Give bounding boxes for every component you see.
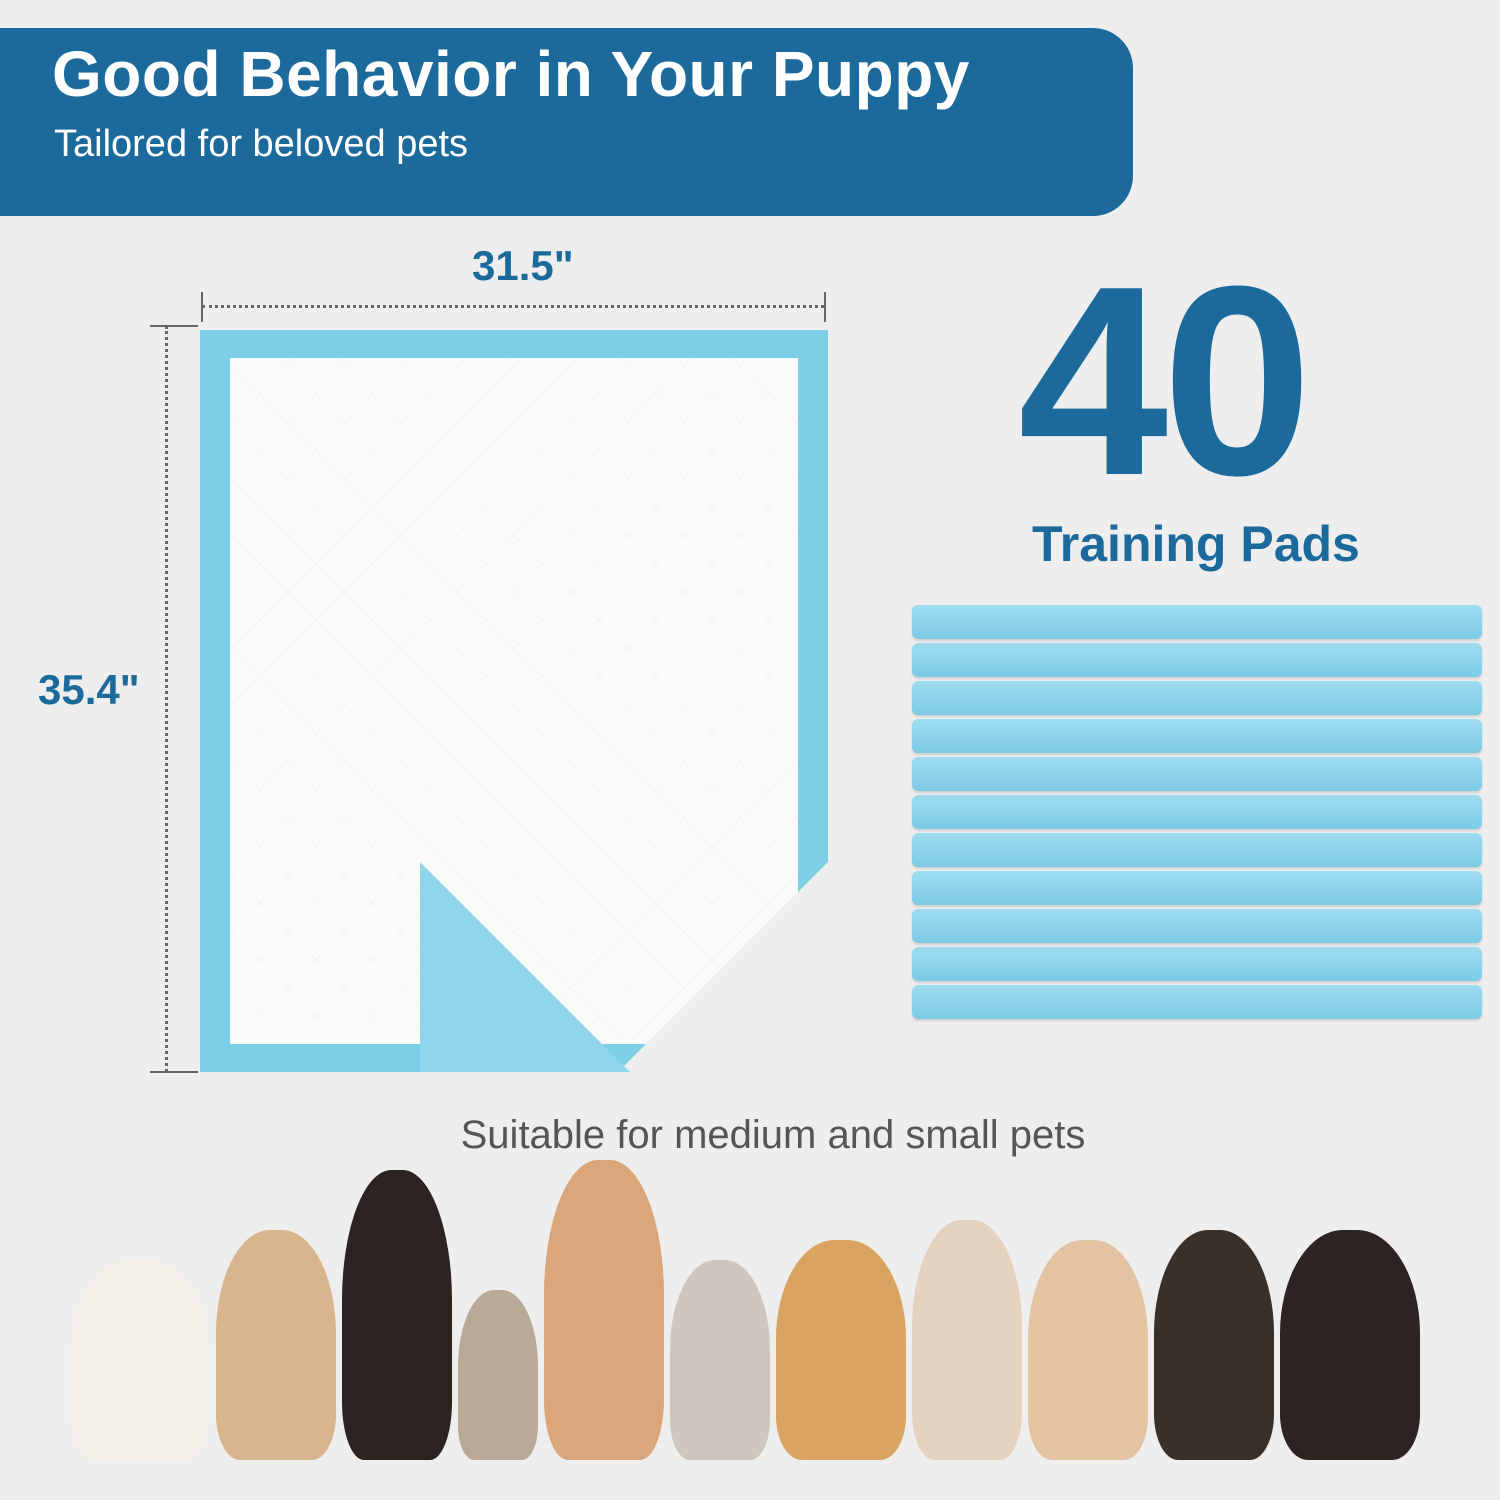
height-dimension-line [165, 326, 168, 1072]
training-pad-image [200, 330, 828, 1072]
pet-dog [342, 1170, 452, 1460]
pad-count-label: Training Pads [1032, 516, 1360, 572]
height-tick-bottom [150, 1071, 198, 1073]
pad-stack-layer [912, 833, 1482, 867]
pad-stack-layer [912, 909, 1482, 943]
height-tick-top [150, 325, 198, 327]
pet-cat [670, 1260, 770, 1460]
pets-photo [70, 1160, 1450, 1460]
pet-dog [912, 1220, 1022, 1460]
pet-dog [544, 1160, 664, 1460]
pad-stack-layer [912, 757, 1482, 791]
header-banner [0, 28, 1133, 216]
width-tick-left [201, 292, 203, 322]
pad-folded-corner-cutout [618, 862, 828, 1072]
pad-stack-image [912, 605, 1482, 1023]
pad-stack-layer [912, 871, 1482, 905]
pet-cat [216, 1230, 336, 1460]
pad-stack-layer [912, 719, 1482, 753]
suitability-caption: Suitable for medium and small pets [460, 1113, 1086, 1157]
headline: Good Behavior in Your Puppy [52, 38, 970, 110]
width-dimension-line [202, 305, 824, 308]
height-dimension-label: 35.4" [38, 666, 140, 713]
width-tick-right [824, 292, 826, 322]
pad-folded-corner [420, 862, 630, 1072]
pad-stack-layer [912, 795, 1482, 829]
pet-dog [776, 1240, 906, 1460]
subheadline: Tailored for beloved pets [54, 123, 469, 165]
pad-count: 40 [1018, 231, 1312, 532]
pad-stack-layer [912, 605, 1482, 639]
pad-stack-layer [912, 643, 1482, 677]
pad-stack-layer [912, 947, 1482, 981]
pet-puppy [70, 1260, 210, 1460]
pet-dog [1280, 1230, 1420, 1460]
pet-cat [1028, 1240, 1148, 1460]
pad-stack-layer [912, 985, 1482, 1019]
width-dimension-label: 31.5" [472, 242, 574, 289]
pet-dog [1154, 1230, 1274, 1460]
pad-stack-layer [912, 681, 1482, 715]
pet-kitten [458, 1290, 538, 1460]
